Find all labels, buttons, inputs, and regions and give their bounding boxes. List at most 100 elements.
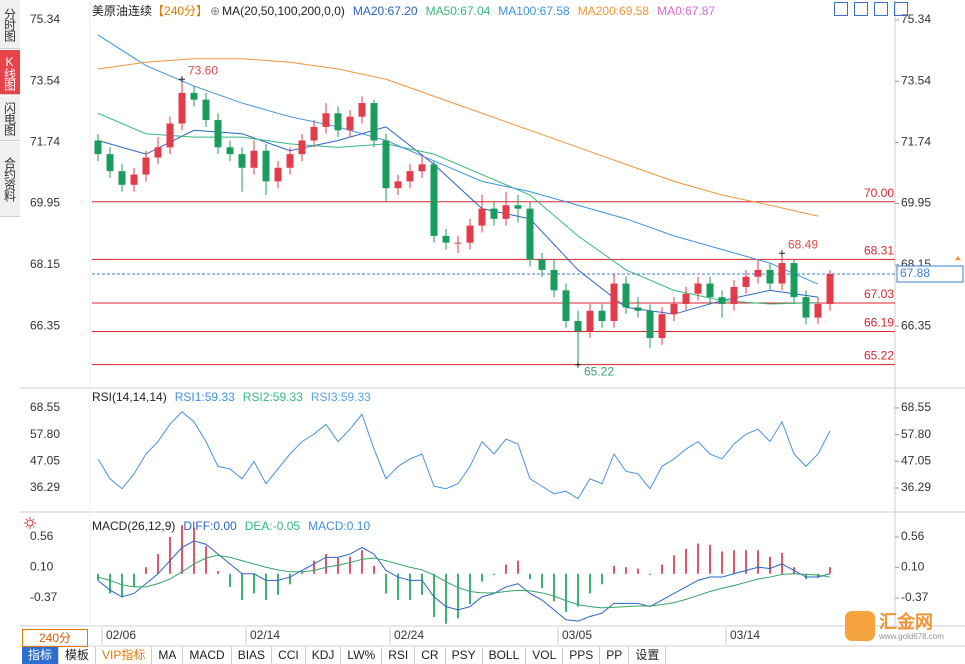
toolbar-item[interactable]: BIAS (232, 647, 273, 664)
candle-body (190, 92, 198, 100)
macd-bar (229, 573, 231, 587)
watermark-text: 汇金网 www.gold678.com (879, 612, 944, 641)
macd-bar (469, 573, 471, 604)
macd-bar (109, 573, 111, 594)
macd-bar (661, 564, 663, 574)
candle-body (106, 154, 114, 172)
macd-bar (205, 546, 207, 574)
sun-rays (24, 517, 36, 529)
toolbar-item[interactable]: VOL (526, 647, 564, 664)
y-tick-label: 47.05 (901, 453, 931, 467)
level-label: 68.31 (864, 244, 894, 258)
candle-body (766, 269, 774, 284)
macd-bar (193, 527, 195, 574)
last-price-box (896, 265, 964, 283)
candle-body (178, 92, 186, 124)
macd-bar (553, 573, 555, 602)
y-tick-label: 57.80 (30, 427, 60, 441)
toolbar-item[interactable]: 设置 (629, 647, 667, 664)
rsi-legend-item: RSI3:59.33 (310, 390, 371, 404)
watermark-url: www.gold678.com (879, 631, 944, 641)
macd-bar (829, 567, 831, 574)
zoom-out-button[interactable] (854, 2, 868, 16)
toolbar-item[interactable]: MACD (183, 647, 232, 664)
x-tick-label: 02/24 (394, 628, 424, 642)
macd-bar (313, 560, 315, 574)
ma-legend: MA100:67.58 (498, 3, 570, 18)
last-price-label: 67.88 (900, 266, 930, 280)
toolbar-item[interactable]: PSY (446, 647, 483, 664)
candle-body (250, 150, 258, 168)
toolbar-item[interactable]: BOLL (483, 647, 527, 664)
main-legend: 美原油连续 【240分】 ⊕ MA(20,50,100,200,0,0) MA2… (92, 2, 715, 19)
toolbar-item[interactable]: PP (600, 647, 630, 664)
sidebar-tab[interactable]: 合约资料 (0, 142, 20, 217)
y-tick-label: 69.95 (901, 196, 931, 210)
candle-body (526, 208, 534, 260)
candle-body (418, 164, 426, 172)
candle-body (394, 181, 402, 189)
annotation-label: 65.22 (584, 365, 614, 379)
candle-body (742, 276, 750, 287)
macd-bar (805, 573, 807, 580)
sun-core (26, 519, 34, 527)
macd-bar (757, 550, 759, 574)
y-tick-label: 0.56 (30, 529, 54, 543)
y-tick-label: 0.56 (901, 529, 925, 543)
macd-bar (445, 573, 447, 624)
macd-bar (337, 558, 339, 574)
macd-bar (385, 573, 387, 594)
candle-body (118, 171, 126, 185)
candle-body (562, 290, 570, 321)
settings-icon[interactable]: ⊕ (210, 3, 221, 18)
toolbar-item[interactable]: CR (415, 647, 446, 664)
toolbar-item[interactable]: PPS (563, 647, 601, 664)
toolbar-item[interactable]: RSI (382, 647, 416, 664)
candle-body (574, 320, 582, 332)
candle-body (694, 283, 702, 294)
y-tick-label: 36.29 (30, 480, 60, 494)
macd-bar (481, 573, 483, 582)
macd-bar (409, 573, 411, 601)
toolbar-item[interactable]: KDJ (306, 647, 342, 664)
toolbar-item[interactable]: 模板 (59, 647, 97, 664)
rsi-line (97, 411, 831, 500)
macd-bar (157, 554, 159, 574)
toolbar-item[interactable]: MA (152, 647, 184, 664)
period-button[interactable]: 240分 (22, 629, 88, 647)
zoom-in-button[interactable] (834, 2, 848, 16)
candle-body (166, 123, 174, 148)
candle-body (478, 208, 486, 226)
y-tick-label: 47.05 (30, 453, 60, 467)
macd-bar (253, 573, 255, 594)
reset-button[interactable] (894, 2, 908, 16)
candle-body (718, 297, 726, 304)
macd-bar (685, 548, 687, 574)
level-label: 65.22 (864, 349, 894, 363)
y-tick-label: 75.34 (30, 12, 60, 26)
macd-bar (721, 551, 723, 574)
macd-bar (265, 573, 267, 601)
sidebar-tab[interactable]: 闪电图 (0, 96, 20, 141)
period[interactable]: 【240分】 (152, 4, 209, 18)
toolbar-item[interactable]: CCI (272, 647, 306, 664)
candle-body (286, 154, 294, 168)
candle-body (334, 113, 342, 131)
toolbar-item[interactable]: LW% (341, 647, 383, 664)
candle-body (130, 174, 138, 185)
y-tick-label: 66.35 (30, 318, 60, 332)
y-tick-label: 68.55 (901, 400, 931, 414)
macd-legend-item: MACD:0.10 (308, 519, 371, 533)
toolbar-item[interactable]: 指标 (22, 647, 60, 664)
sidebar-tab[interactable]: K线图 (0, 50, 20, 95)
y-tick-label: 0.10 (30, 559, 54, 573)
candle-body (622, 283, 630, 308)
candle-body (790, 263, 798, 298)
macd-bar (145, 567, 147, 574)
rsi-legend-item: RSI2:59.33 (242, 390, 303, 404)
candle-body (214, 120, 222, 148)
toolbar-item[interactable]: VIP指标 (96, 647, 153, 664)
scroll-button[interactable] (874, 2, 888, 16)
sidebar-tab[interactable]: 分时图 (0, 0, 20, 49)
